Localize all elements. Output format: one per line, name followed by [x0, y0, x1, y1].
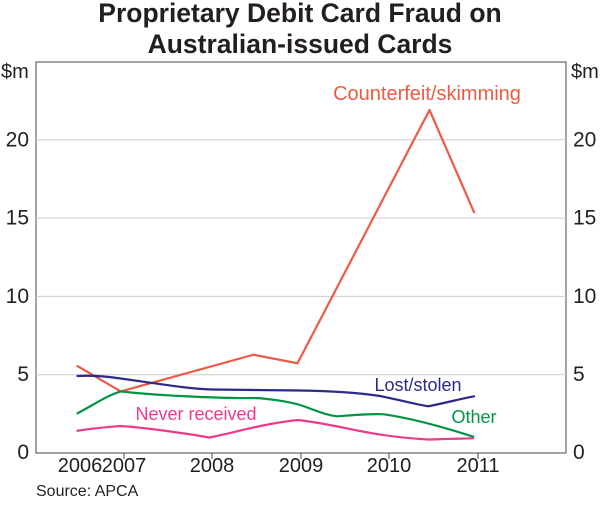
svg-text:15: 15 [573, 207, 596, 230]
svg-text:15: 15 [6, 207, 29, 230]
svg-text:Other: Other [451, 407, 496, 427]
svg-text:20: 20 [6, 129, 29, 152]
svg-text:2006: 2006 [58, 455, 103, 477]
svg-text:Lost/stolen: Lost/stolen [374, 375, 461, 395]
svg-text:20: 20 [573, 129, 596, 152]
svg-text:2011: 2011 [456, 455, 499, 477]
svg-text:Counterfeit/skimming: Counterfeit/skimming [333, 83, 521, 105]
svg-text:10: 10 [573, 285, 596, 308]
svg-text:10: 10 [6, 285, 29, 308]
svg-text:2009: 2009 [279, 455, 324, 477]
svg-text:2007: 2007 [102, 455, 147, 477]
svg-text:$m: $m [1, 61, 29, 83]
svg-text:5: 5 [17, 363, 29, 386]
svg-text:0: 0 [573, 441, 585, 464]
svg-text:$m: $m [571, 61, 599, 83]
svg-text:5: 5 [573, 363, 585, 386]
svg-text:2008: 2008 [190, 455, 235, 477]
svg-text:Never received: Never received [135, 404, 256, 424]
svg-text:0: 0 [17, 441, 29, 464]
svg-text:2010: 2010 [367, 455, 412, 477]
